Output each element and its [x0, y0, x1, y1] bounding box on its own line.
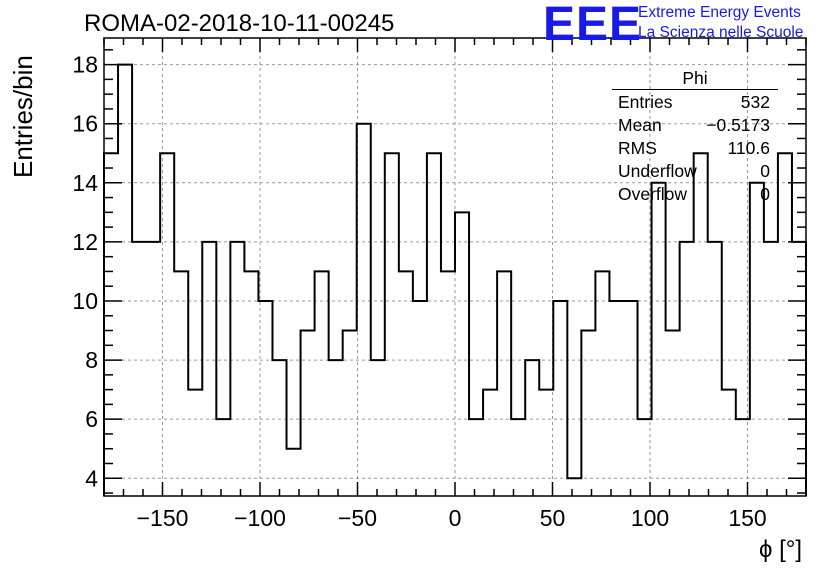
- stats-label: Mean: [618, 115, 662, 136]
- stats-value: −0.5173: [706, 115, 770, 136]
- stats-row-rms: RMS 110.6: [618, 138, 770, 160]
- stats-label: Overflow: [618, 184, 687, 205]
- x-tick-label: 50: [540, 505, 566, 531]
- x-tick-label: 0: [449, 505, 462, 531]
- logo-line-1: Extreme Energy Events: [638, 4, 801, 22]
- x-tick-labels: −150 −100 −50 0 50 100 150: [137, 505, 767, 531]
- chart-title: ROMA-02-2018-10-11-00245: [84, 10, 394, 38]
- x-tick-label: −150: [137, 505, 189, 531]
- logo-line-2: La Scienza nelle Scuole: [638, 24, 803, 42]
- y-tick-label: 12: [72, 229, 98, 255]
- x-axis-label: ϕ [°]: [759, 536, 802, 564]
- y-tick-label: 8: [85, 347, 98, 373]
- x-tick-label: −100: [234, 505, 286, 531]
- y-axis-label: Entries/bin: [8, 55, 39, 178]
- y-tick-label: 10: [72, 288, 98, 314]
- stats-label: RMS: [618, 138, 657, 159]
- stats-label: Entries: [618, 92, 672, 113]
- stats-value: 0: [760, 161, 770, 182]
- y-tick-labels: 4 6 8 10 12 14 16 18: [72, 52, 98, 492]
- y-tick-label: 4: [85, 465, 98, 491]
- x-tick-label: −50: [338, 505, 377, 531]
- stats-row-underflow: Underflow 0: [618, 161, 770, 183]
- y-tick-label: 14: [72, 170, 98, 196]
- stats-row-mean: Mean −0.5173: [618, 115, 770, 137]
- stats-name: Phi: [612, 68, 778, 88]
- stats-row-overflow: Overflow 0: [618, 184, 770, 206]
- stats-label: Underflow: [618, 161, 697, 182]
- stats-value: 110.6: [728, 138, 771, 159]
- eee-logo: EEE: [543, 1, 642, 49]
- x-tick-label: 100: [631, 505, 669, 531]
- stats-value: 532: [741, 92, 770, 113]
- y-tick-label: 18: [72, 52, 98, 78]
- x-tick-label: 150: [728, 505, 766, 531]
- stats-value: 0: [760, 184, 770, 205]
- y-tick-label: 16: [72, 111, 98, 137]
- stats-box: Phi Entries 532 Mean −0.5173 RMS 110.6 U…: [612, 68, 778, 88]
- stats-row-entries: Entries 532: [618, 92, 770, 114]
- y-tick-label: 6: [85, 406, 98, 432]
- stats-separator: [612, 89, 778, 90]
